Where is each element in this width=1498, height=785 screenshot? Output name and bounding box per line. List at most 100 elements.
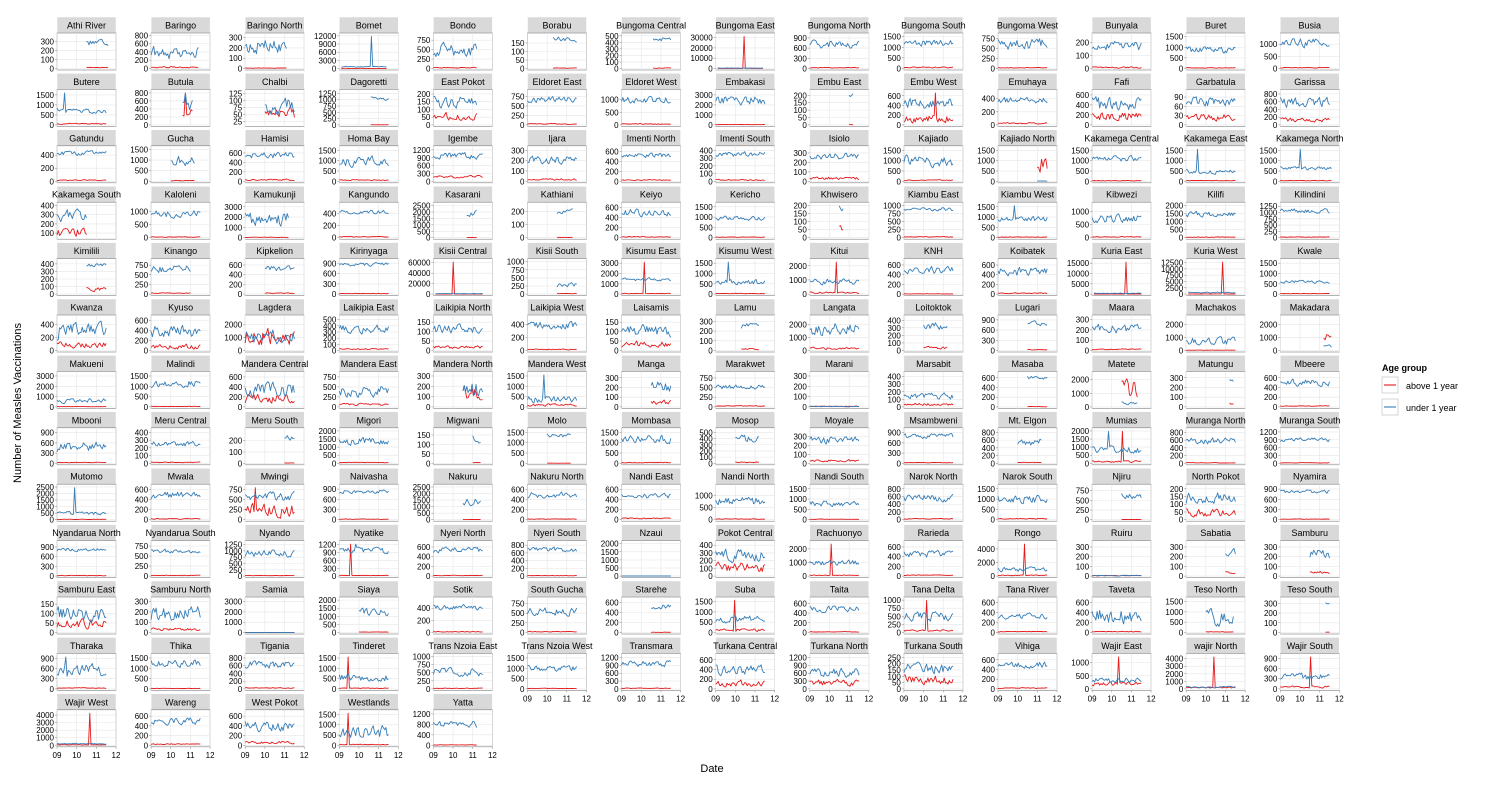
series-line-above-1-year [715,679,766,688]
y-tick-label: 0 [802,685,807,694]
panel-background [809,653,870,691]
y-tick-label: 200 [982,452,996,461]
y-tick-label: 2000 [319,596,337,605]
facet-title: Suba [735,585,756,595]
y-tick-label: 200 [135,444,149,453]
y-tick-label: 0 [802,572,807,581]
y-tick-label: 50 [421,450,430,459]
y-tick-label: 5000 [1165,278,1183,287]
y-tick-label: 600 [982,374,996,383]
y-tick-label: 1000 [1165,43,1183,52]
y-tick-label: 200 [605,51,619,60]
x-tick-label: 12 [1053,694,1062,703]
series-line-under-1-year [56,656,107,677]
y-tick-label: 0 [1085,572,1090,581]
series-line-above-1-year [1092,348,1142,351]
y-tick-label: 900 [1264,485,1278,494]
y-tick-label: 0 [332,685,337,694]
facet-title: Kisumu East [626,246,677,256]
x-tick-label: 11 [1315,694,1324,703]
y-tick-label: 1500 [695,598,713,607]
panel-background [433,314,493,353]
x-tick-label: 09 [429,751,438,760]
y-tick-label: 1500 [413,496,431,505]
y-tick-label: 900 [605,661,619,670]
series-line-under-1-year [997,205,1048,222]
y-tick-label: 100 [135,452,149,461]
series-line-under-1-year [56,398,107,404]
y-tick-label: 1000 [695,491,713,500]
y-tick-label: 0 [520,629,525,638]
y-tick-label: 500 [1076,221,1090,230]
series-line-above-1-year [245,178,295,182]
y-tick-label: 600 [605,204,619,213]
y-tick-label: 1000 [695,608,713,617]
panel-background [1280,371,1340,409]
facet-title: Keiyo [640,190,663,200]
y-tick-label: 500 [41,509,55,518]
facet-title: Bungoma East [716,21,776,31]
series-line-above-1-year [150,292,191,294]
series-line-above-1-year [433,687,483,690]
y-tick-label: 0 [426,459,431,468]
y-tick-label: 200 [888,508,902,517]
y-tick-label: 1200 [601,654,619,663]
y-tick-label: 200 [1076,38,1090,47]
facet-title: Teso North [1194,585,1238,595]
panel-background [1091,483,1152,522]
y-tick-label: 50 [421,113,430,122]
y-tick-label: 1000 [1071,208,1089,217]
y-tick-label: 2000 [224,608,242,617]
y-tick-label: 0 [144,290,149,299]
y-tick-label: 0 [238,459,243,468]
facet-title: Bungoma West [997,21,1059,31]
y-tick-label: 200 [888,562,902,571]
y-tick-label: 90 [1174,93,1183,102]
series-line-above-1-year [741,348,760,351]
y-tick-label: 500 [135,167,149,176]
y-tick-label: 0 [332,234,337,243]
y-tick-label: 100 [1264,562,1278,571]
facet-title: Samburu North [150,585,211,595]
panel-background [997,483,1058,522]
y-tick-label: 600 [41,553,55,562]
y-tick-label: 0 [144,234,149,243]
y-tick-label: 500 [1170,54,1184,63]
panel-background [809,427,870,466]
facet-title: Nandi East [629,472,674,482]
y-tick-label: 0 [520,572,525,581]
y-tick-label: 1500 [130,145,148,154]
y-tick-label: 1500 [319,710,337,719]
y-tick-label: 0 [332,121,337,130]
y-tick-label: 400 [793,609,807,618]
series-line-under-1-year [56,742,107,745]
y-tick-label: 900 [793,34,807,43]
y-tick-label: 400 [605,214,619,223]
y-tick-label: 1000 [883,157,901,166]
series-line-under-1-year [1121,401,1138,406]
facet-title: Nandi South [815,472,865,482]
y-tick-label: 0 [1179,347,1184,356]
series-line-above-1-year [903,179,954,182]
series-line-under-1-year [245,151,295,159]
panel-background [527,371,587,409]
y-tick-label: 0 [896,572,901,581]
facet-title: Taveta [1108,585,1135,595]
y-tick-label: 300 [605,45,619,54]
x-tick-label: 12 [770,694,779,703]
y-tick-label: 0 [520,347,525,356]
x-tick-label: 11 [939,694,948,703]
y-tick-label: 1000 [601,556,619,565]
y-tick-label: 1000 [883,596,901,605]
series-line-above-1-year [998,543,1048,577]
y-tick-label: 0 [238,741,243,750]
y-tick-label: 0 [520,516,525,525]
